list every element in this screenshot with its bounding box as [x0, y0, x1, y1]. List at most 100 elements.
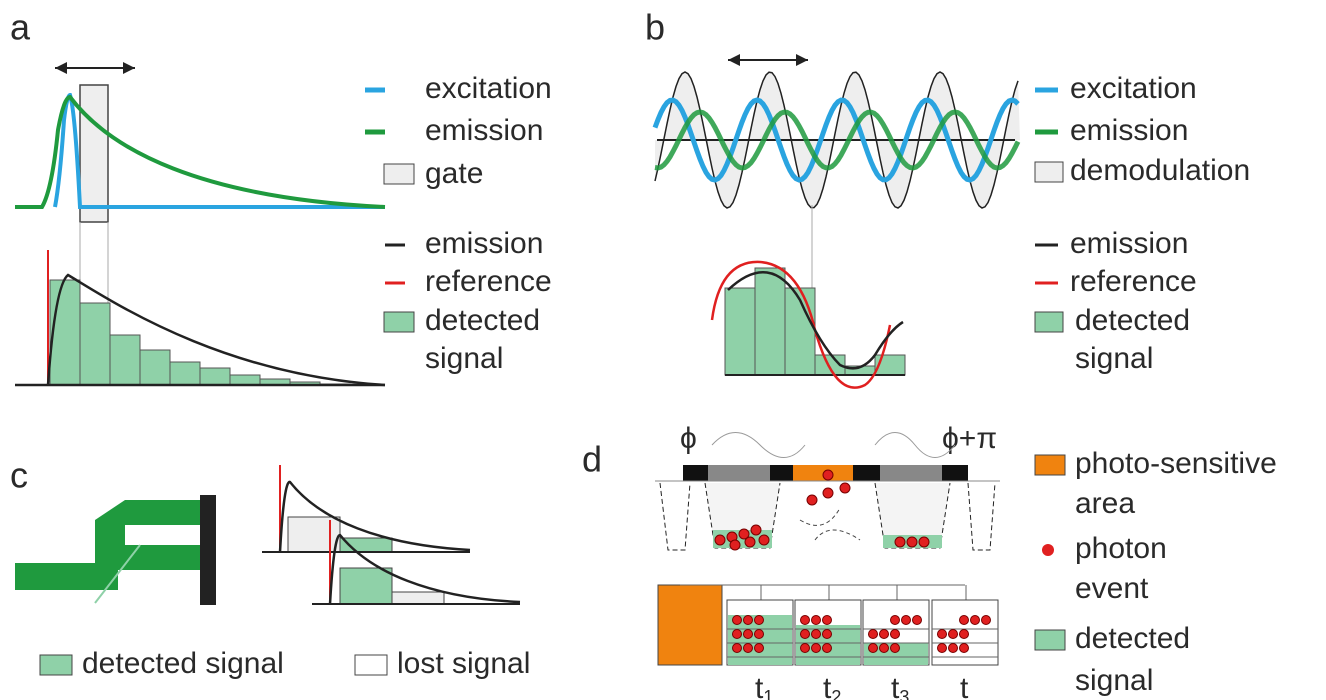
photon-event [913, 616, 922, 625]
photon-event [907, 537, 917, 547]
legend-label: detected [425, 304, 540, 337]
photon-event [891, 616, 900, 625]
photon-event [902, 616, 911, 625]
photon-event [960, 630, 969, 639]
gate-electrode [708, 465, 770, 481]
photon-event [919, 537, 929, 547]
panel-label: a [10, 7, 31, 48]
legend-label: emission [1070, 227, 1188, 260]
legend-label: signal [1075, 342, 1153, 375]
photon-event [759, 535, 769, 545]
photon-event [755, 630, 764, 639]
photo-area [658, 585, 722, 665]
phase-label: ϕ [680, 422, 697, 455]
legend-label: gate [425, 157, 483, 190]
bin [200, 368, 230, 385]
legend-label: photo-sensitive [1075, 447, 1277, 480]
sine-hint [712, 433, 805, 458]
legend-label: detected signal [82, 647, 284, 680]
photon-event [801, 644, 810, 653]
legend-swatch [1042, 544, 1054, 556]
bin [725, 288, 755, 375]
legend-label: signal [1075, 664, 1153, 697]
photon-event [715, 535, 725, 545]
legend-label: detected [1075, 304, 1190, 337]
detector [200, 495, 216, 605]
photon-event [730, 540, 740, 550]
time-label: t [960, 672, 969, 700]
photon-event [949, 630, 958, 639]
photon-event [823, 470, 833, 480]
photon-event [938, 630, 947, 639]
photon-event [812, 616, 821, 625]
legend-label: emission [1070, 114, 1188, 147]
gate-electrode [880, 465, 942, 481]
time-bins [727, 585, 998, 665]
legend-label: area [1075, 487, 1135, 520]
legend-swatch [1035, 312, 1063, 332]
photon-event [755, 644, 764, 653]
emission-curve [15, 97, 385, 207]
flow-arrow [800, 508, 860, 540]
bin [110, 335, 140, 385]
photon-event [938, 644, 947, 653]
photon-event [895, 537, 905, 547]
photon-event [960, 616, 969, 625]
photon-event [880, 644, 889, 653]
legend-label: photon [1075, 532, 1167, 565]
bin [50, 280, 80, 385]
bin [392, 592, 444, 604]
photon-event [801, 616, 810, 625]
photon-event [812, 630, 821, 639]
legend-swatch [384, 312, 414, 332]
photon-event [960, 644, 969, 653]
legend-label: excitation [1070, 72, 1197, 105]
time-subscript: 1 [763, 687, 773, 700]
photon-event [823, 644, 832, 653]
bin [230, 375, 260, 385]
time-labels: t1t2t3t [755, 672, 969, 700]
legend-label: signal [425, 342, 503, 375]
photon-event [869, 630, 878, 639]
time-label: t1 [755, 672, 773, 700]
panel-label: d [582, 439, 602, 480]
time-subscript: 3 [899, 687, 909, 700]
legend-swatch [1035, 162, 1063, 182]
photon-event [733, 644, 742, 653]
legend-label: emission [425, 227, 543, 260]
time-label: t2 [823, 672, 841, 700]
photon-event [840, 483, 850, 493]
time-base: t [960, 672, 969, 700]
time-subscript: 2 [831, 687, 841, 700]
panel-label: b [645, 7, 665, 48]
photon-event [807, 495, 817, 505]
legend-label: emission [425, 114, 543, 147]
photon-event [891, 644, 900, 653]
photon-event [869, 644, 878, 653]
photon-event [744, 644, 753, 653]
legend-swatch [40, 655, 72, 675]
figure: a excitation emission gate emission refe… [0, 0, 1326, 700]
bin [170, 362, 200, 385]
photon-event [751, 525, 761, 535]
photon-event [891, 630, 900, 639]
histogram [725, 268, 905, 375]
photon-event [823, 488, 833, 498]
legend-label: event [1075, 572, 1149, 605]
photon-event [812, 644, 821, 653]
photon-event [971, 616, 980, 625]
legend-swatch [1035, 455, 1065, 475]
histogram [50, 280, 350, 385]
legend-swatch [355, 655, 387, 675]
bin [755, 268, 785, 375]
bin [288, 517, 340, 552]
photon-event [744, 616, 753, 625]
bin [340, 568, 392, 604]
legend-label: detected [1075, 622, 1190, 655]
legend-label: reference [1070, 265, 1197, 298]
bin [80, 303, 110, 385]
photon-event [880, 630, 889, 639]
photon-event [823, 630, 832, 639]
legend-label: reference [425, 265, 552, 298]
legend-label: demodulation [1070, 154, 1250, 187]
